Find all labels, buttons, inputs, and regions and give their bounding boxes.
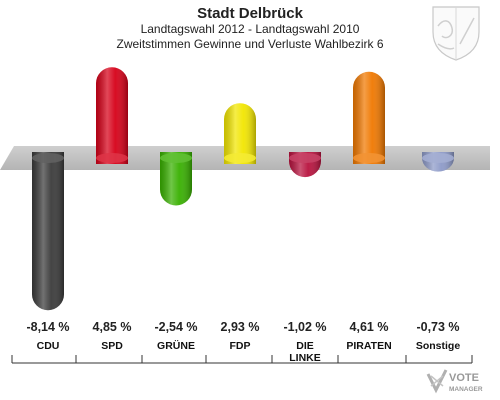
bar-spd	[96, 67, 128, 164]
category-label-gr-ne: GRÜNE	[157, 339, 195, 352]
category-label-die-linke: DIE LINKE	[289, 340, 321, 364]
value-label-die-linke: -1,02 %	[283, 320, 326, 334]
bar-piraten	[353, 71, 385, 164]
bars-group	[32, 67, 454, 311]
value-label-piraten: 4,61 %	[350, 320, 389, 334]
chart-subtitle: Landtagswahl 2012 - Landtagswahl 2010	[140, 22, 360, 36]
logo-text-vote: VOTE	[449, 372, 479, 384]
category-label-piraten: PIRATEN	[346, 340, 391, 352]
value-label-gr-ne: -2,54 %	[154, 320, 197, 334]
logo-text-manager: MANAGER	[449, 386, 483, 393]
bar-sonstige	[422, 152, 454, 172]
value-label-cdu: -8,14 %	[26, 320, 69, 334]
bar-fdp	[224, 103, 256, 164]
value-label-sonstige: -0,73 %	[416, 320, 459, 334]
bar-die-linke	[289, 152, 321, 178]
value-label-spd: 4,85 %	[93, 320, 132, 334]
chart-subtitle-2: Zweitstimmen Gewinne und Verluste Wahlbe…	[116, 37, 384, 51]
category-label-spd: SPD	[101, 340, 123, 352]
bar-cdu	[32, 152, 64, 311]
vote-manager-logo: VOTE MANAGER	[426, 369, 483, 394]
value-label-fdp: 2,93 %	[221, 320, 260, 334]
value-labels-group: -8,14 % 4,85 % -2,54 % 2,93 % -1,02 % 4,61 % -…	[26, 320, 459, 334]
coat-of-arms-icon	[432, 6, 480, 61]
bar-gr-ne	[160, 152, 192, 206]
category-label-fdp: FDP	[230, 340, 251, 352]
category-label-cdu: CDU	[37, 340, 60, 352]
category-label-sonstige: Sonstige	[416, 340, 460, 352]
chart-title: Stadt Delbrück	[197, 5, 303, 22]
category-axis: CDU SPD GRÜNE FDP DIE LINKE PIRATEN Sonstige	[11, 339, 473, 364]
